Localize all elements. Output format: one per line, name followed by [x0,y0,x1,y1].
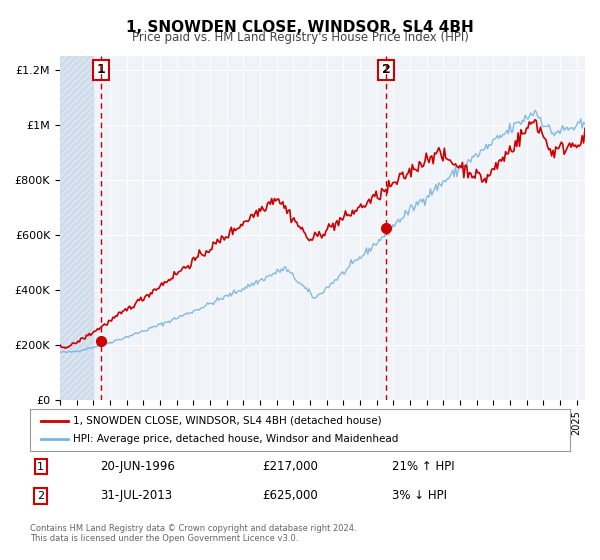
Text: 2: 2 [37,491,44,501]
Text: 21% ↑ HPI: 21% ↑ HPI [392,460,454,473]
Text: 1: 1 [97,63,106,76]
Text: HPI: Average price, detached house, Windsor and Maidenhead: HPI: Average price, detached house, Wind… [73,434,398,444]
Bar [60,56,94,400]
Text: 3% ↓ HPI: 3% ↓ HPI [392,489,447,502]
Text: 1: 1 [37,461,44,472]
Text: £217,000: £217,000 [262,460,318,473]
Text: Contains HM Land Registry data © Crown copyright and database right 2024.
This d: Contains HM Land Registry data © Crown c… [30,524,356,543]
Text: 31-JUL-2013: 31-JUL-2013 [100,489,172,502]
Text: 1, SNOWDEN CLOSE, WINDSOR, SL4 4BH: 1, SNOWDEN CLOSE, WINDSOR, SL4 4BH [126,20,474,35]
Text: 2: 2 [382,63,391,76]
Text: 1, SNOWDEN CLOSE, WINDSOR, SL4 4BH (detached house): 1, SNOWDEN CLOSE, WINDSOR, SL4 4BH (deta… [73,416,382,426]
Text: Price paid vs. HM Land Registry's House Price Index (HPI): Price paid vs. HM Land Registry's House … [131,31,469,44]
Text: 20-JUN-1996: 20-JUN-1996 [100,460,175,473]
Bar [60,56,94,400]
Text: £625,000: £625,000 [262,489,318,502]
